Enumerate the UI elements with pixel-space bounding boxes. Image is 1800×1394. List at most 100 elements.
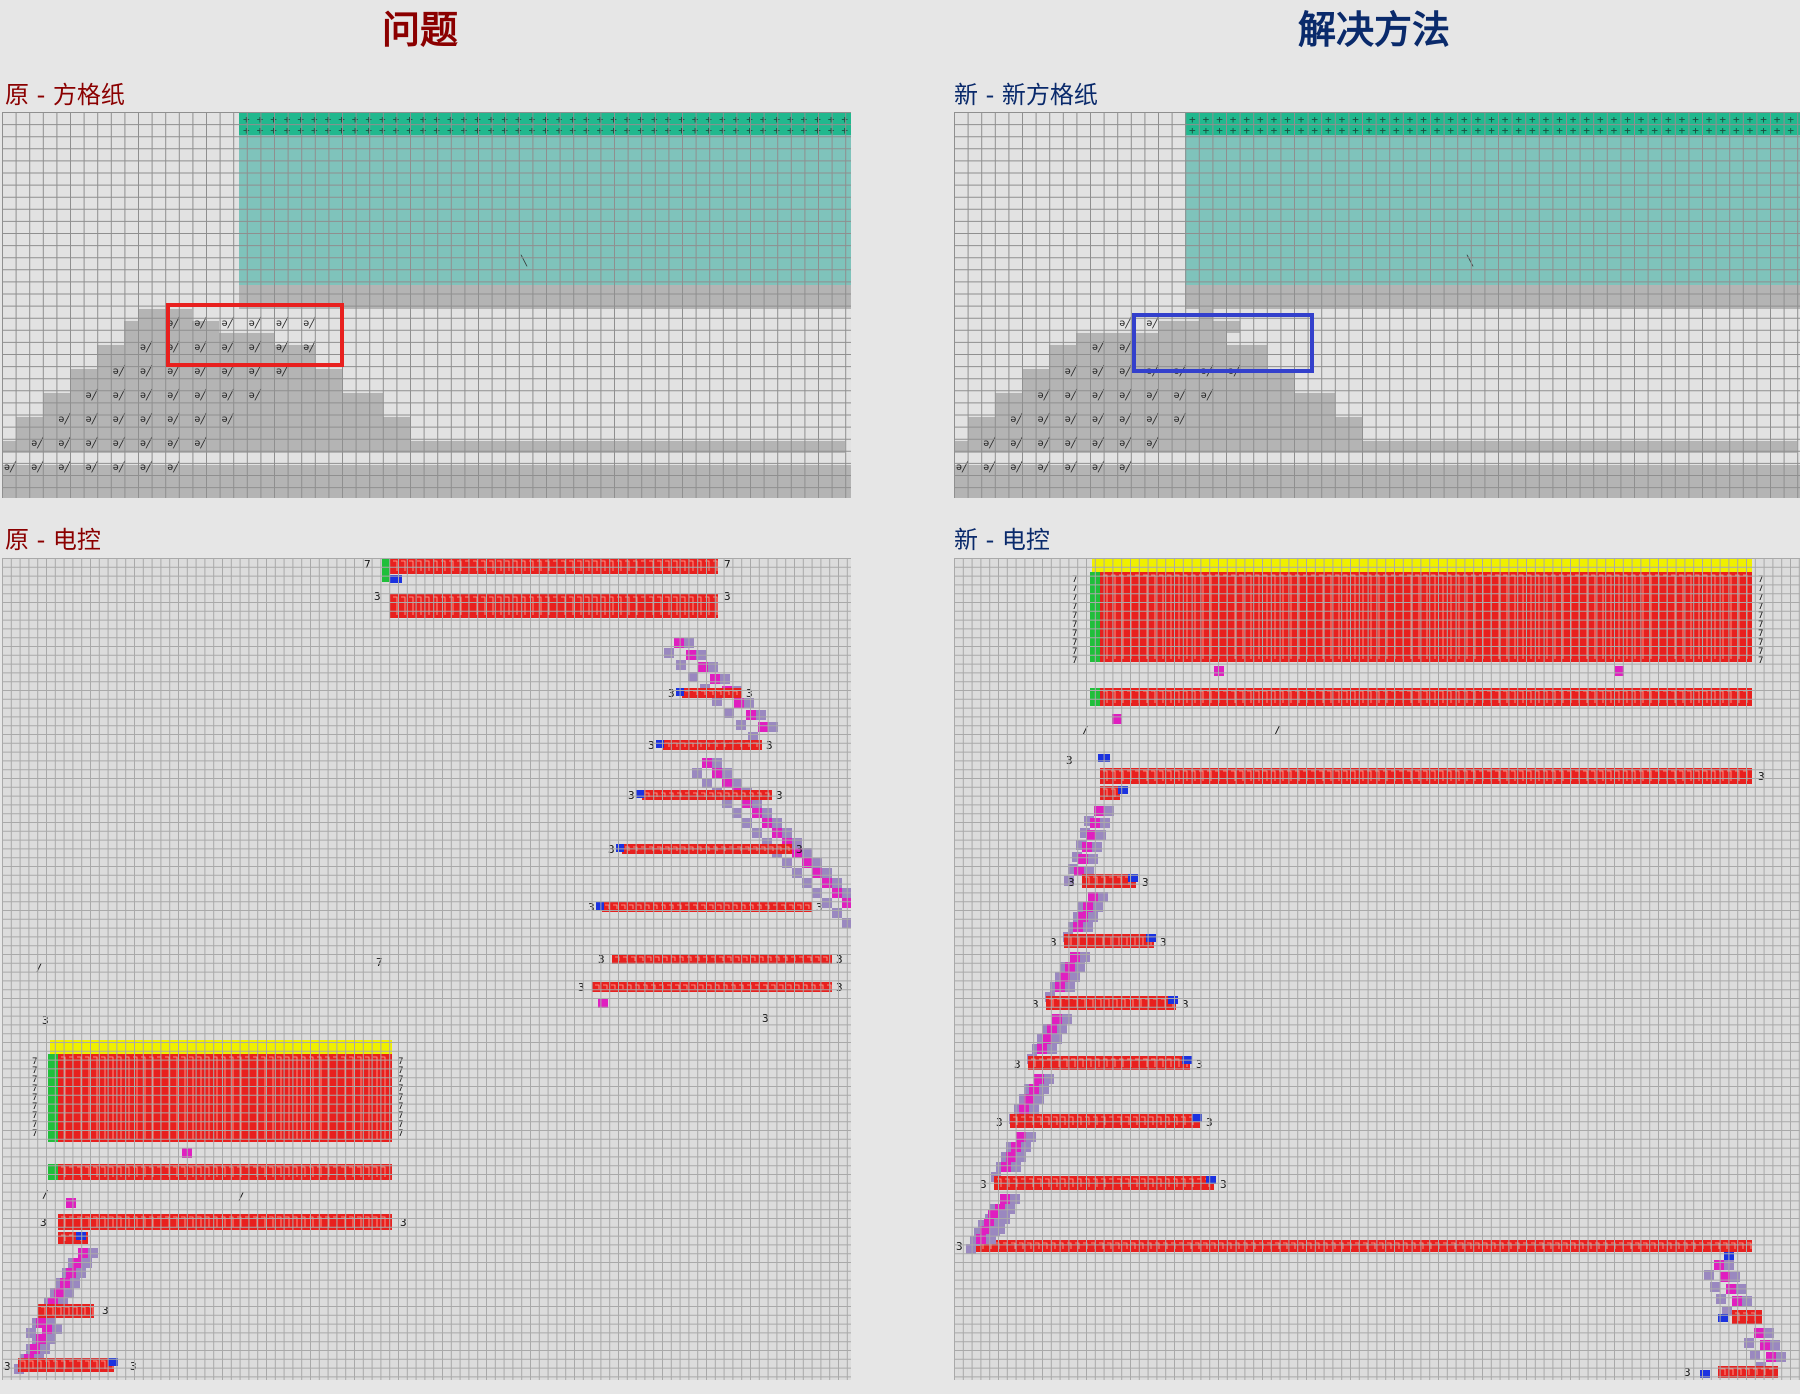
cross-mark: +: [1638, 124, 1645, 137]
cross-mark: +: [1665, 113, 1672, 126]
cross-mark: +: [746, 113, 753, 126]
label-3: 3: [1160, 936, 1167, 949]
pyramid-step: [968, 417, 1362, 441]
label-7: 7: [1072, 638, 1077, 648]
stitch-mark: ə╱: [1146, 388, 1159, 401]
diagonal-cell: [54, 1288, 64, 1298]
stitch-mark: ə╱: [956, 460, 969, 473]
stitch-mark: ə╱: [249, 316, 262, 329]
diagonal-cell: [984, 1218, 994, 1228]
diagonal-cell: [1039, 1084, 1049, 1094]
cross-mark: +: [1407, 124, 1414, 137]
diagonal-cell: [66, 1268, 76, 1278]
label-3: 3: [400, 1216, 407, 1229]
cross-mark: +: [311, 124, 318, 137]
green-marker: [48, 1054, 58, 1142]
cross-mark: +: [1203, 113, 1210, 126]
diagonal-cell: [48, 1298, 58, 1308]
stitch-mark: ə╱: [167, 364, 180, 377]
stitch-mark: ə╱: [86, 412, 99, 425]
stitch-mark: ə╱: [1065, 364, 1078, 377]
cross-mark: +: [1611, 113, 1618, 126]
cross-mark: +: [270, 113, 277, 126]
orig-ctrl-panel: 7 7 3 3 3 3 3 3 3 3 3 3 3 3 3 3 3 3 3 7 7 7 7 7 7 7 7 7 7 7 7 7 7 7 7 7 7//3…: [2, 558, 851, 1380]
diagonal-cell: [40, 1344, 50, 1354]
cross-mark: +: [569, 124, 576, 137]
cross-mark: +: [1651, 113, 1658, 126]
diagonal-cell: [990, 1226, 1000, 1236]
diagonal-cell: [752, 798, 762, 808]
diagonal-cell: [748, 732, 758, 742]
label-7: 7: [1758, 593, 1763, 603]
diagonal-cell: [732, 808, 742, 818]
cross-mark: +: [1366, 124, 1373, 137]
label-slash: /: [42, 1188, 49, 1201]
cross-mark: +: [1230, 113, 1237, 126]
orig-grid-label: 原 - 方格纸: [5, 81, 125, 109]
grid-lines: [954, 558, 1800, 1380]
cross-mark: +: [1434, 113, 1441, 126]
stitch-mark: ə╱: [249, 364, 262, 377]
diagonal-cell: [1062, 1014, 1072, 1024]
label-7: 7: [1072, 629, 1077, 639]
stitch-mark: ə╱: [140, 388, 153, 401]
cross-mark: +: [1379, 124, 1386, 137]
cross-mark: +: [1651, 124, 1658, 137]
stitch-mark: ə╱: [167, 316, 180, 329]
cross-mark: +: [1257, 113, 1264, 126]
cross-mark: +: [1203, 124, 1210, 137]
label-7: 7: [1072, 611, 1077, 621]
diagonal-cell: [1000, 1194, 1010, 1204]
cross-mark: +: [420, 113, 427, 126]
label-3: 3: [374, 590, 381, 603]
label-3: 3: [1182, 998, 1189, 1011]
diagonal-cell: [664, 648, 674, 658]
label-3: 3: [1014, 1058, 1021, 1071]
diagonal-cell: [78, 1248, 88, 1258]
cross-mark: +: [1679, 113, 1686, 126]
cross-mark: +: [1624, 113, 1631, 126]
cross-mark: +: [433, 113, 440, 126]
label-3: 3: [1068, 876, 1075, 889]
cross-mark: +: [311, 113, 318, 126]
cross-mark: +: [1420, 113, 1427, 126]
stitch-mark: ə╱: [1201, 388, 1214, 401]
cross-mark: +: [365, 113, 372, 126]
diagonal-cell: [1078, 854, 1088, 864]
label-7: 7: [1758, 656, 1763, 666]
diagonal-cell: [970, 1236, 980, 1246]
diagonal-cell: [1070, 972, 1080, 982]
diagonal-cell: [802, 878, 812, 888]
diagonal-cell: [1716, 1294, 1726, 1304]
control-bar: [1100, 786, 1120, 800]
diagonal-cell: [1084, 816, 1094, 826]
cross-mark: +: [719, 113, 726, 126]
diagonal-cell: [978, 1220, 988, 1230]
cross-mark: +: [1624, 124, 1631, 137]
bar-pattern: [605, 904, 810, 909]
label-3: 3: [762, 1012, 769, 1025]
label-7: 7: [1072, 656, 1077, 666]
cross-mark: +: [624, 124, 631, 137]
label-3: 3: [836, 981, 843, 994]
stitch-mark: ə╱: [194, 436, 207, 449]
cross-mark: +: [665, 124, 672, 137]
stitch-mark: ə╱: [86, 436, 99, 449]
cross-mark: +: [1692, 113, 1699, 126]
cross-mark: +: [597, 124, 604, 137]
label-3: 3: [1196, 1058, 1203, 1071]
diagonal-cell: [744, 698, 754, 708]
grid-lines: [2, 558, 851, 1380]
diagonal-cell: [1052, 1034, 1062, 1044]
cross-mark: +: [678, 113, 685, 126]
cross-mark: +: [1407, 113, 1414, 126]
gray-band: [1185, 285, 1800, 309]
stitch-mark: ə╱: [303, 340, 316, 353]
cross-mark: +: [610, 113, 617, 126]
stitch-mark: ə╱: [249, 388, 262, 401]
diagonal-cell: [792, 848, 802, 858]
diagonal-cell: [756, 710, 766, 720]
diagonal-cell: [768, 722, 778, 732]
diagonal-cell: [712, 696, 722, 706]
cross-mark: +: [651, 124, 658, 137]
